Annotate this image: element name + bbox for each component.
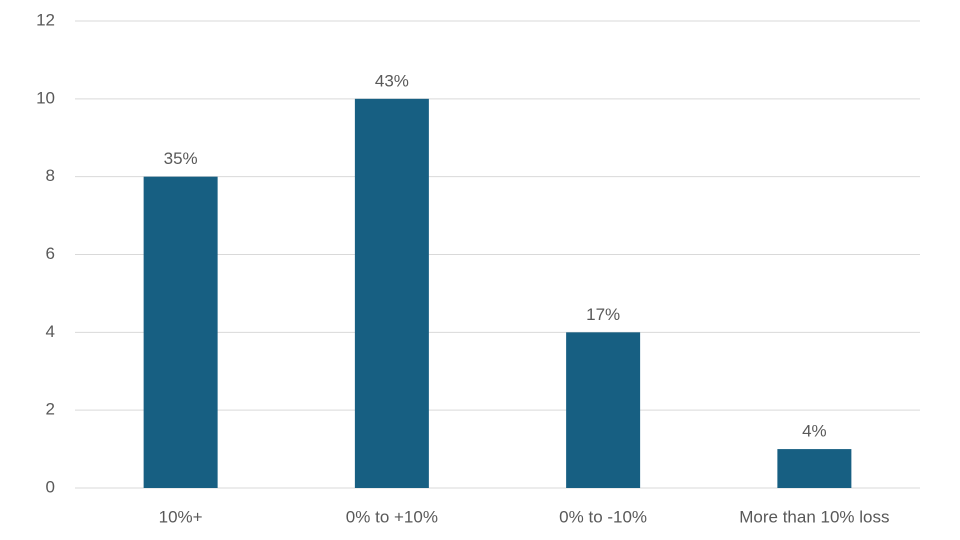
data-label: 4% [802, 422, 827, 441]
x-tick-label: 0% to +10% [346, 507, 438, 526]
y-tick-label: 6 [46, 244, 55, 263]
y-tick-label: 0 [46, 477, 55, 496]
bar [566, 332, 641, 488]
data-label: 43% [375, 71, 409, 90]
y-tick-label: 12 [36, 10, 55, 29]
x-tick-label: More than 10% loss [739, 507, 889, 526]
x-tick-label: 10%+ [159, 507, 203, 526]
y-tick-label: 4 [46, 322, 55, 341]
y-tick-label: 10 [36, 88, 55, 107]
bar [777, 449, 852, 488]
y-tick-label: 2 [46, 400, 55, 419]
data-label: 35% [164, 149, 198, 168]
bar [354, 98, 429, 488]
x-tick-label: 0% to -10% [559, 507, 647, 526]
y-tick-label: 8 [46, 166, 55, 185]
data-label: 17% [586, 305, 620, 324]
bar [143, 176, 218, 488]
